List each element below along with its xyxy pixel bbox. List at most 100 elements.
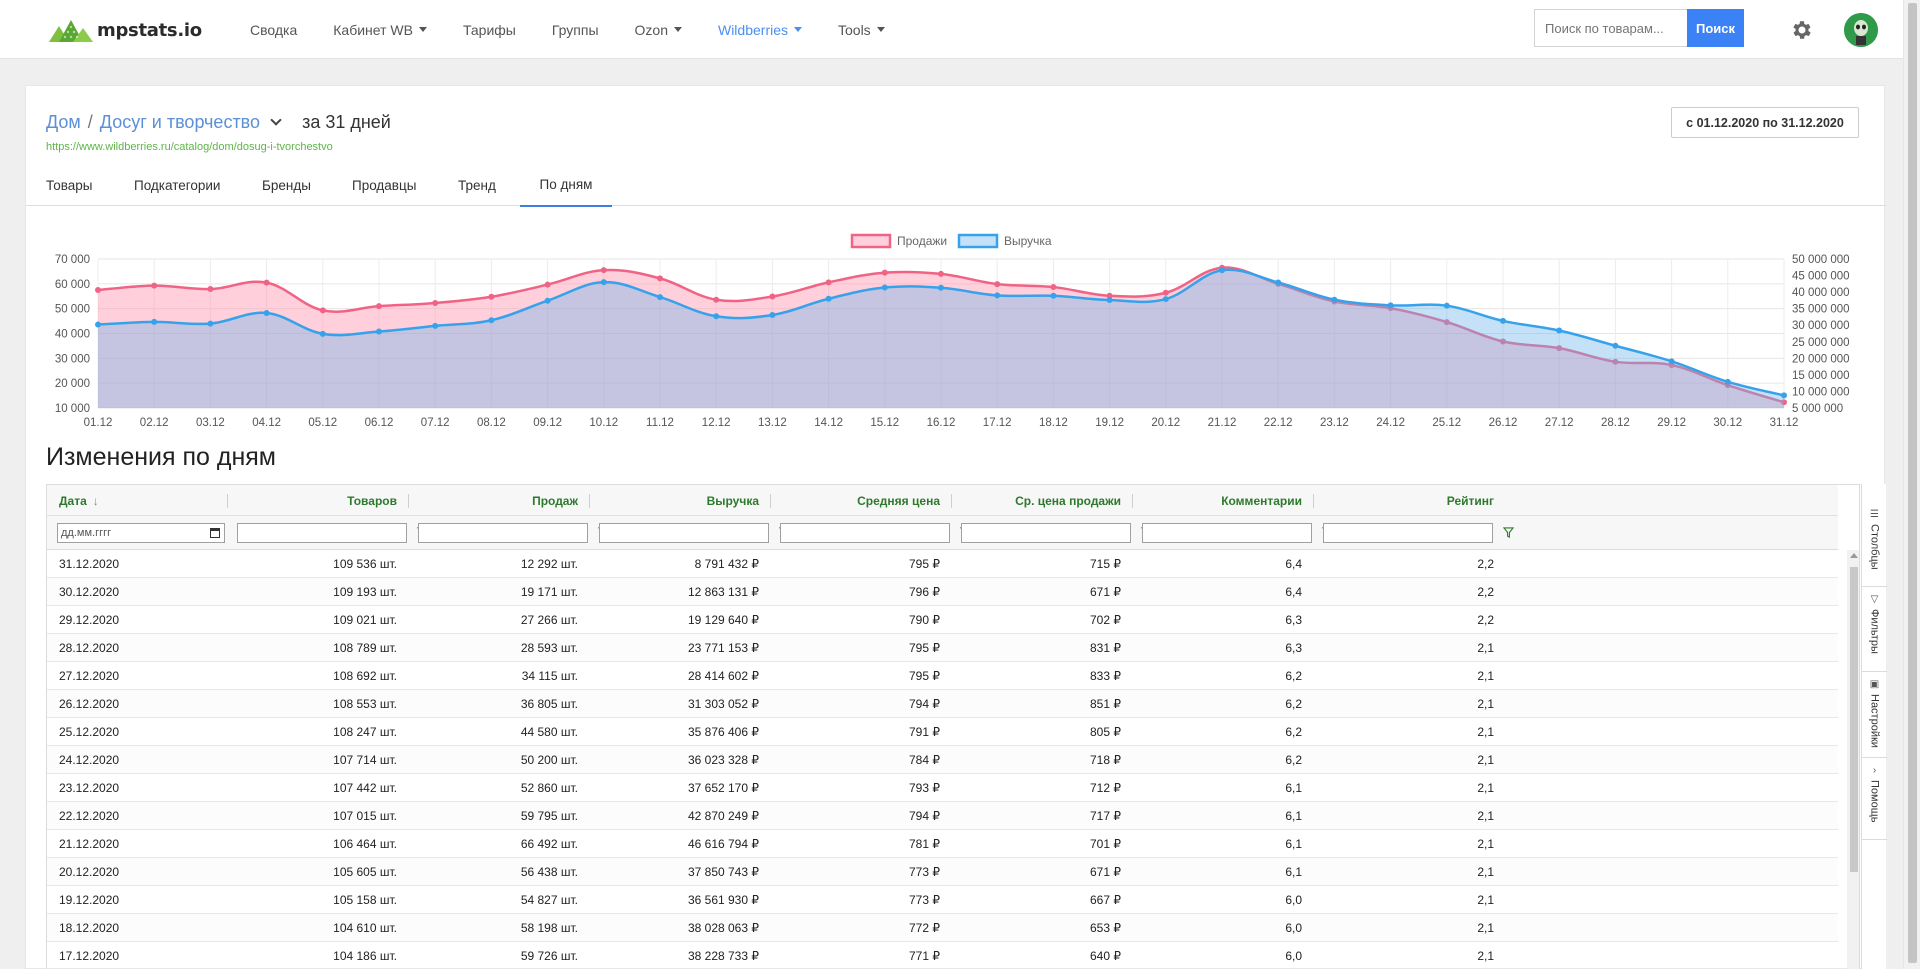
data-point[interactable] xyxy=(376,328,382,335)
filter-input-7[interactable] xyxy=(1323,523,1493,543)
data-point[interactable] xyxy=(600,267,607,274)
filter-input-4[interactable] xyxy=(780,523,950,543)
page-scrollbar-thumb[interactable] xyxy=(1908,3,1917,963)
column-header-3[interactable]: Выручка xyxy=(589,485,769,516)
column-separator[interactable] xyxy=(227,494,228,508)
data-point[interactable] xyxy=(207,320,214,327)
table-row[interactable]: 20.12.2020 105 605 шт. 56 438 шт. 37 850 74… xyxy=(47,858,1838,886)
legend-swatch-1[interactable] xyxy=(957,233,999,249)
column-header-1[interactable]: Товаров xyxy=(227,485,407,516)
scroll-up-icon[interactable] xyxy=(1850,553,1858,558)
category-url[interactable]: https://www.wildberries.ru/catalog/dom/d… xyxy=(46,141,333,153)
column-separator[interactable] xyxy=(951,494,952,508)
data-point[interactable] xyxy=(769,293,776,300)
data-point[interactable] xyxy=(1724,378,1731,385)
data-point[interactable] xyxy=(1443,319,1450,326)
data-point[interactable] xyxy=(376,303,382,310)
breadcrumb-category[interactable]: Досуг и творчество xyxy=(99,112,261,132)
table-row[interactable]: 30.12.2020 109 193 шт. 19 171 шт. 12 863 13… xyxy=(47,578,1838,606)
data-point[interactable] xyxy=(488,317,495,324)
column-header-2[interactable]: Продаж xyxy=(408,485,588,516)
filter-input-1[interactable] xyxy=(237,523,407,543)
user-avatar[interactable] xyxy=(1844,13,1878,47)
filter-input-5[interactable] xyxy=(961,523,1131,543)
side-tab-3[interactable]: › Помощь xyxy=(1862,758,1887,840)
column-separator[interactable] xyxy=(1313,494,1314,508)
data-point[interactable] xyxy=(1050,284,1057,291)
table-row[interactable]: 24.12.2020 107 714 шт. 50 200 шт. 36 023 32… xyxy=(47,746,1838,774)
data-point[interactable] xyxy=(1500,338,1506,345)
date-range-picker[interactable]: с 01.12.2020 по 31.12.2020 xyxy=(1671,107,1859,138)
data-point[interactable] xyxy=(1443,302,1450,309)
breadcrumb-home[interactable]: Дом xyxy=(46,112,81,132)
data-point[interactable] xyxy=(1387,302,1394,309)
tab-0[interactable]: Товары xyxy=(46,177,93,193)
data-point[interactable] xyxy=(432,299,439,306)
data-point[interactable] xyxy=(938,284,944,291)
tab-2[interactable]: Бренды xyxy=(262,177,311,193)
data-point[interactable] xyxy=(1668,358,1675,365)
data-point[interactable] xyxy=(1162,289,1169,296)
nav-item-0[interactable]: Сводка xyxy=(232,22,315,38)
data-point[interactable] xyxy=(1781,392,1787,399)
table-row[interactable]: 31.12.2020 109 536 шт. 12 292 шт. 8 791 432… xyxy=(47,550,1838,578)
column-separator[interactable] xyxy=(770,494,771,508)
nav-item-5[interactable]: Wildberries xyxy=(700,22,820,38)
table-scrollbar[interactable] xyxy=(1847,550,1859,969)
table-row[interactable]: 17.12.2020 104 186 шт. 59 726 шт. 38 228 73… xyxy=(47,942,1838,969)
column-separator[interactable] xyxy=(589,494,590,508)
data-point[interactable] xyxy=(1556,327,1563,334)
column-header-0[interactable]: Дата ↓ xyxy=(47,485,226,516)
data-point[interactable] xyxy=(769,311,776,318)
filter-input-2[interactable] xyxy=(418,523,588,543)
data-point[interactable] xyxy=(1219,267,1225,274)
data-point[interactable] xyxy=(151,318,158,325)
data-point[interactable] xyxy=(432,322,439,329)
sort-arrow-icon[interactable]: ↓ xyxy=(92,493,99,508)
table-row[interactable]: 23.12.2020 107 442 шт. 52 860 шт. 37 652 17… xyxy=(47,774,1838,802)
page-scrollbar[interactable] xyxy=(1903,0,1920,969)
data-point[interactable] xyxy=(825,295,832,302)
data-point[interactable] xyxy=(881,269,888,276)
data-point[interactable] xyxy=(151,282,158,289)
gear-icon[interactable] xyxy=(1790,18,1814,42)
column-header-6[interactable]: Комментарии xyxy=(1132,485,1312,516)
data-point[interactable] xyxy=(207,286,214,293)
data-point[interactable] xyxy=(713,313,720,320)
nav-item-2[interactable]: Тарифы xyxy=(445,22,534,38)
data-point[interactable] xyxy=(1612,358,1619,365)
data-point[interactable] xyxy=(825,279,832,286)
table-row[interactable]: 25.12.2020 108 247 шт. 44 580 шт. 35 876 40… xyxy=(47,718,1838,746)
column-separator[interactable] xyxy=(408,494,409,508)
data-point[interactable] xyxy=(319,307,326,314)
column-header-4[interactable]: Средняя цена xyxy=(770,485,950,516)
data-point[interactable] xyxy=(1612,342,1619,349)
data-point[interactable] xyxy=(881,284,888,291)
column-header-7[interactable]: Рейтинг xyxy=(1313,485,1504,516)
filter-input-6[interactable] xyxy=(1142,523,1312,543)
date-filter-input[interactable]: дд.мм.гггг xyxy=(57,523,225,543)
data-point[interactable] xyxy=(713,296,720,303)
data-point[interactable] xyxy=(1106,297,1113,304)
filter-input-3[interactable] xyxy=(599,523,769,543)
data-point[interactable] xyxy=(1331,296,1338,303)
table-row[interactable]: 28.12.2020 108 789 шт. 28 593 шт. 23 771 15… xyxy=(47,634,1838,662)
data-point[interactable] xyxy=(994,292,1001,299)
nav-item-3[interactable]: Группы xyxy=(534,22,617,38)
tab-5[interactable]: По дням xyxy=(520,164,612,207)
data-point[interactable] xyxy=(263,309,270,316)
data-point[interactable] xyxy=(657,294,663,301)
column-header-5[interactable]: Ср. цена продажи xyxy=(951,485,1131,516)
data-point[interactable] xyxy=(994,281,1001,288)
table-row[interactable]: 29.12.2020 109 021 шт. 27 266 шт. 19 129 64… xyxy=(47,606,1838,634)
side-tab-2[interactable]: ▣ Настройки xyxy=(1862,672,1887,758)
legend-label-0[interactable]: Продажи xyxy=(897,234,947,248)
data-point[interactable] xyxy=(657,275,663,282)
search-input[interactable] xyxy=(1534,9,1687,47)
nav-item-6[interactable]: Tools xyxy=(820,22,903,38)
data-point[interactable] xyxy=(938,270,944,277)
data-point[interactable] xyxy=(319,330,326,337)
chevron-down-icon[interactable] xyxy=(270,114,282,126)
table-row[interactable]: 22.12.2020 107 015 шт. 59 795 шт. 42 870 24… xyxy=(47,802,1838,830)
side-tab-0[interactable]: ☰ Столбцы xyxy=(1862,502,1887,587)
